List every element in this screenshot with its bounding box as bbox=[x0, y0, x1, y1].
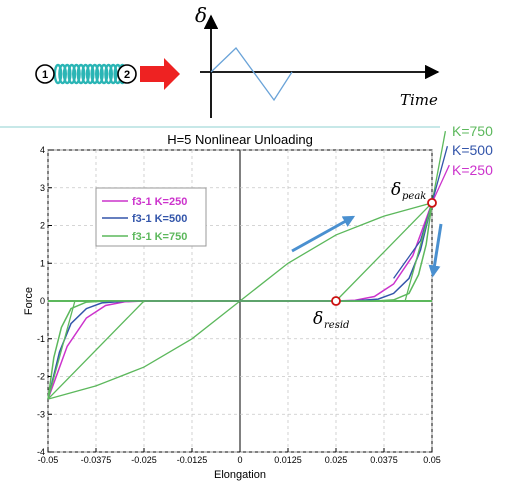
delta-peak-subscript: peak bbox=[402, 191, 426, 202]
node-2-circle bbox=[117, 64, 137, 84]
markers bbox=[331, 197, 437, 306]
spring-icon: 1 2 bbox=[35, 63, 137, 85]
x-tick-label: 0.0375 bbox=[370, 455, 398, 465]
extension-line-0 bbox=[431, 130, 447, 204]
spring-coil-loop bbox=[104, 63, 114, 85]
extension-lines bbox=[431, 130, 450, 204]
series-line-2 bbox=[47, 202, 433, 400]
delta-resid-annotation: δ resid bbox=[313, 309, 349, 331]
node-1-circle bbox=[35, 64, 55, 84]
spring-coil-loop bbox=[62, 63, 72, 85]
series-layer bbox=[47, 202, 433, 400]
x-tick-label: -0.05 bbox=[38, 455, 59, 465]
x-tick-label: -0.025 bbox=[131, 455, 157, 465]
delta-peak-annotation: δ peak bbox=[391, 180, 426, 202]
y-tick-label: 0 bbox=[40, 296, 45, 306]
marker-delta_resid bbox=[331, 296, 341, 306]
node-1-label: 1 bbox=[42, 69, 48, 81]
k250-label: K=250 bbox=[452, 162, 493, 178]
load-arrow-icon bbox=[140, 58, 180, 90]
legend-entry-k750: f3-1 K=750 bbox=[132, 231, 187, 243]
delta-resid-symbol: δ bbox=[313, 309, 323, 329]
series-chord-2 bbox=[47, 300, 76, 400]
series-chord-2 bbox=[404, 202, 433, 302]
spring-coil-loop bbox=[76, 63, 86, 85]
spring-coil-loop bbox=[108, 63, 118, 85]
x-tick-labels: -0.05 -0.0375 -0.025 -0.0125 0 0.0125 0.025 0.0… bbox=[38, 448, 441, 465]
extension-line-2 bbox=[431, 164, 450, 204]
x-axis-label: Elongation bbox=[214, 469, 266, 481]
displacement-history-line bbox=[210, 47, 293, 102]
spring-coil-loop bbox=[72, 63, 81, 85]
legend: f3-1 K=250 f3-1 K=500 f3-1 K=750 bbox=[95, 187, 207, 247]
x-tick-label: -0.0375 bbox=[81, 455, 112, 465]
delta-peak-symbol: δ bbox=[391, 180, 401, 200]
legend-entry-k500: f3-1 K=500 bbox=[132, 213, 187, 225]
legend-entry-k250: f3-1 K=250 bbox=[132, 196, 187, 208]
x-tick-label: 0.025 bbox=[325, 455, 348, 465]
node-2-label: 2 bbox=[124, 69, 130, 81]
y-tick-label: -1 bbox=[37, 334, 45, 344]
extension-line-1 bbox=[431, 146, 449, 204]
x-tick-label: 0.05 bbox=[423, 455, 441, 465]
y-axis-label: Force bbox=[23, 287, 35, 315]
y-tick-label: 4 bbox=[40, 145, 45, 155]
spring-coil-loop bbox=[99, 63, 109, 85]
k500-label: K=500 bbox=[452, 142, 493, 158]
spring-coil-loop bbox=[85, 63, 95, 85]
spring-coil-loop bbox=[90, 63, 100, 85]
x-tick-label: 0.0125 bbox=[274, 455, 302, 465]
marker-delta_peak bbox=[427, 197, 437, 208]
y-tick-label: -2 bbox=[37, 372, 45, 382]
y-tick-labels: -4 -3 -2 -1 0 1 2 3 4 bbox=[37, 145, 52, 457]
spring-coil-loop bbox=[67, 63, 77, 85]
unloading-arrow-icon bbox=[428, 223, 443, 278]
y-tick-label: 2 bbox=[40, 221, 45, 231]
x-tick-label: -0.0125 bbox=[177, 455, 208, 465]
delta-resid-subscript: resid bbox=[324, 320, 349, 331]
schematic: 1 2 δ Time bbox=[35, 3, 440, 118]
time-axis-label: Time bbox=[400, 91, 438, 109]
spring-coil-loop bbox=[81, 63, 91, 85]
y-tick-label: 3 bbox=[40, 183, 45, 193]
delta-axis-label: δ bbox=[195, 3, 207, 27]
y-tick-label: 1 bbox=[40, 258, 45, 268]
chart-title: H=5 Nonlinear Unloading bbox=[167, 132, 313, 147]
series-chord-2 bbox=[335, 202, 433, 302]
y-tick-label: -4 bbox=[37, 447, 45, 457]
spring-coil-loop bbox=[95, 63, 104, 85]
k750-label: K=750 bbox=[452, 123, 493, 139]
y-tick-label: -3 bbox=[37, 409, 45, 419]
x-tick-label: 0 bbox=[237, 455, 242, 465]
series-chord-2 bbox=[47, 300, 145, 400]
spring-coil-loop bbox=[58, 63, 67, 85]
loading-arrow-icon bbox=[291, 215, 356, 253]
chart: H=5 Nonlinear Unloading -0.05 -0.0375 -0.0… bbox=[23, 123, 493, 481]
